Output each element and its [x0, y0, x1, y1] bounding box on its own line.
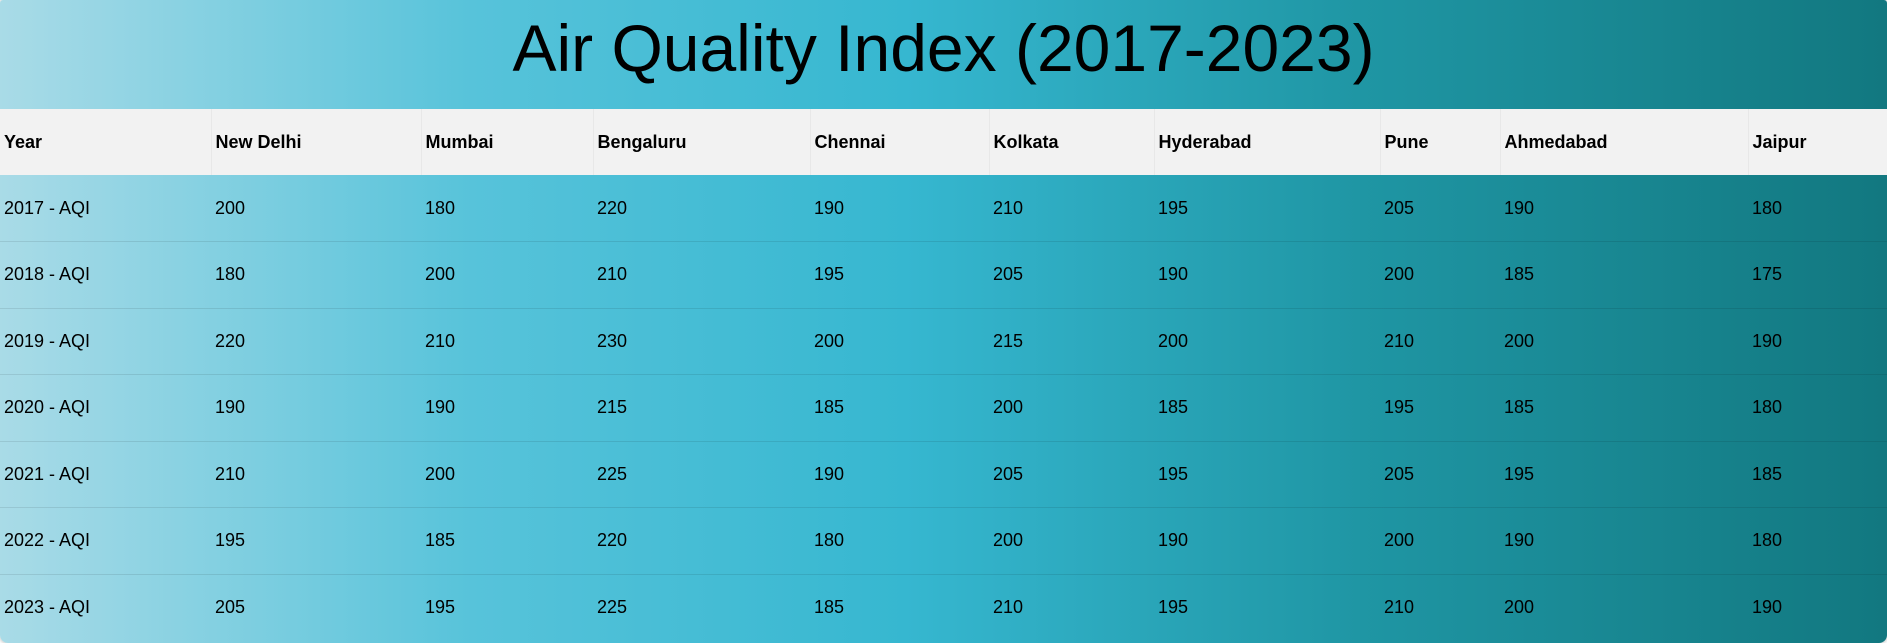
row-label-cell: 2018 - AQI: [0, 241, 211, 308]
aqi-cell-ahmedabad: 185: [1500, 241, 1748, 308]
table-row: 2022 - AQI 195 185 220 180 200 190 200 190 180: [0, 507, 1887, 574]
aqi-cell-pune: 205: [1384, 197, 1415, 218]
column-header-hyderabad: Hyderabad: [1154, 109, 1381, 175]
aqi-cell-hyderabad: 190: [1154, 241, 1380, 308]
aqi-cell-kolkata: 210: [993, 197, 1024, 218]
aqi-cell-ahmedabad: 190: [1500, 507, 1748, 574]
aqi-cell-bengaluru: 225: [593, 573, 810, 641]
aqi-cell-chennai: 185: [810, 573, 989, 641]
aqi-cell-new-delhi: 190: [211, 374, 421, 441]
column-header-chennai: Chennai: [810, 109, 990, 175]
aqi-cell-ahmedabad: 190: [1504, 197, 1535, 218]
aqi-cell-ahmedabad: 200: [1500, 307, 1748, 375]
aqi-cell-new-delhi: 210: [211, 440, 421, 508]
aqi-cell-new-delhi: 180: [211, 241, 421, 308]
aqi-cell-mumbai: 185: [421, 507, 593, 574]
aqi-cell-pune: 200: [1380, 507, 1500, 574]
aqi-cell-kolkata: 210: [989, 573, 1154, 641]
column-header-mumbai: Mumbai: [421, 109, 594, 175]
row-label-cell: 2019 - AQI: [0, 307, 211, 375]
aqi-cell-pune: 205: [1380, 440, 1500, 508]
table-row: 2017 - AQI 200 180 220 190 210 195 205 190 180: [0, 175, 1887, 242]
aqi-cell-new-delhi: 200: [215, 197, 246, 218]
table-header-row: Year New Delhi Mumbai Bengaluru Chennai …: [0, 109, 1887, 175]
table-body: 2017 - AQI 200 180 220 190 210 195 205 190 180 201…: [0, 175, 1887, 641]
aqi-cell-ahmedabad: 200: [1500, 573, 1748, 641]
aqi-cell-pune: 200: [1380, 241, 1500, 308]
aqi-cell-chennai: 200: [810, 307, 989, 375]
aqi-cell-new-delhi: 195: [211, 507, 421, 574]
table-row: 2021 - AQI 210 200 225 190 205 195 205 195 185: [0, 440, 1887, 508]
column-header-year: Year: [0, 109, 212, 175]
column-header-new-delhi: New Delhi: [211, 109, 422, 175]
chart-title: Air Quality Index (2017-2023): [512, 11, 1375, 85]
row-label-cell: 2020 - AQI: [0, 374, 211, 441]
aqi-cell-hyderabad: 200: [1154, 307, 1380, 375]
row-label-cell: 2023 - AQI: [0, 573, 211, 641]
column-header-pune: Pune: [1380, 109, 1501, 175]
aqi-cell-kolkata: 200: [989, 507, 1154, 574]
aqi-cell-chennai: 190: [814, 197, 845, 218]
aqi-cell-mumbai: 195: [421, 573, 593, 641]
aqi-cell-hyderabad: 190: [1154, 507, 1380, 574]
aqi-cell-chennai: 190: [810, 440, 989, 508]
aqi-cell-chennai: 185: [810, 374, 989, 441]
aqi-cell-kolkata: 200: [989, 374, 1154, 441]
aqi-table: Year New Delhi Mumbai Bengaluru Chennai …: [0, 109, 1887, 641]
aqi-cell-pune: 210: [1380, 573, 1500, 641]
aqi-cell-ahmedabad: 195: [1500, 440, 1748, 508]
table-row: 2023 - AQI 205 195 225 185 210 195 210 200 190: [0, 573, 1887, 641]
aqi-cell-mumbai: 200: [421, 241, 593, 308]
aqi-cell-bengaluru: 220: [597, 197, 628, 218]
column-header-bengaluru: Bengaluru: [593, 109, 811, 175]
aqi-cell-bengaluru: 230: [593, 307, 810, 375]
aqi-cell-bengaluru: 215: [593, 374, 810, 441]
row-label-cell: 2021 - AQI: [0, 440, 211, 508]
aqi-cell-hyderabad: 195: [1154, 440, 1380, 508]
row-label-cell: 2022 - AQI: [0, 507, 211, 574]
aqi-cell-bengaluru: 220: [593, 507, 810, 574]
aqi-cell-jaipur: 180: [1748, 507, 1887, 574]
aqi-cell-bengaluru: 210: [593, 241, 810, 308]
table-row: 2019 - AQI 220 210 230 200 215 200 210 200 190: [0, 307, 1887, 375]
aqi-cell-hyderabad: 195: [1158, 197, 1189, 218]
aqi-cell-kolkata: 205: [989, 440, 1154, 508]
column-header-jaipur: Jaipur: [1748, 109, 1887, 175]
row-label-cell: 2017 - AQI: [4, 197, 91, 218]
column-header-kolkata: Kolkata: [989, 109, 1155, 175]
aqi-cell-mumbai: 200: [421, 440, 593, 508]
aqi-cell-kolkata: 215: [989, 307, 1154, 375]
aqi-cell-chennai: 195: [810, 241, 989, 308]
aqi-cell-jaipur: 180: [1748, 374, 1887, 441]
aqi-cell-chennai: 180: [810, 507, 989, 574]
aqi-cell-hyderabad: 185: [1154, 374, 1380, 441]
table-row: 2020 - AQI 190 190 215 185 200 185 195 185 180: [0, 374, 1887, 441]
aqi-cell-pune: 195: [1380, 374, 1500, 441]
aqi-cell-mumbai: 180: [425, 197, 456, 218]
aqi-cell-mumbai: 190: [421, 374, 593, 441]
aqi-cell-hyderabad: 195: [1154, 573, 1380, 641]
aqi-cell-bengaluru: 225: [593, 440, 810, 508]
aqi-cell-kolkata: 205: [989, 241, 1154, 308]
table-row: 2018 - AQI 180 200 210 195 205 190 200 185 175: [0, 241, 1887, 308]
aqi-cell-jaipur: 175: [1748, 241, 1887, 308]
aqi-cell-new-delhi: 220: [211, 307, 421, 375]
aqi-cell-ahmedabad: 185: [1500, 374, 1748, 441]
aqi-cell-new-delhi: 205: [211, 573, 421, 641]
aqi-cell-jaipur: 185: [1748, 440, 1887, 508]
aqi-cell-pune: 210: [1380, 307, 1500, 375]
aqi-cell-mumbai: 210: [421, 307, 593, 375]
aqi-cell-jaipur: 180: [1752, 197, 1783, 218]
column-header-ahmedabad: Ahmedabad: [1500, 109, 1749, 175]
aqi-cell-jaipur: 190: [1748, 307, 1887, 375]
aqi-cell-jaipur: 190: [1748, 573, 1887, 641]
